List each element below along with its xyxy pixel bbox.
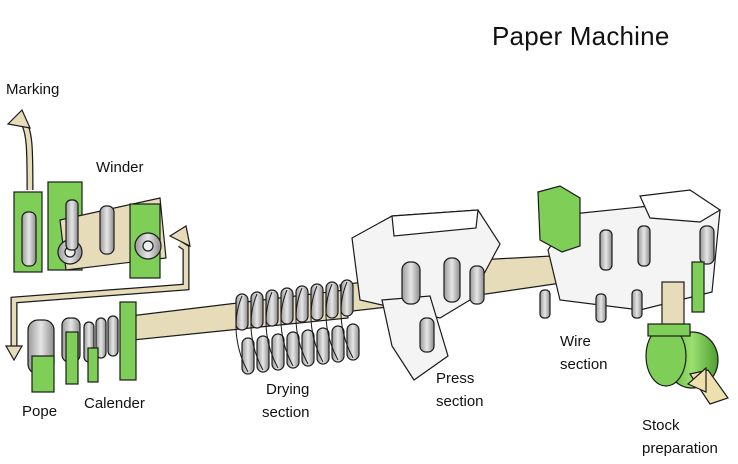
label-wire-line2: section [560,356,608,373]
calender-machine [65,301,137,385]
stock-preparation-machine [645,281,729,405]
label-stock-line1: Stock [642,417,680,434]
drying-felt [340,281,354,359]
winder-roll-2 [65,199,79,251]
wire-green-post [691,261,705,313]
press-roll-2 [443,257,461,303]
drying-cylinder-bottom [271,333,285,371]
drying-cylinder-top [265,289,279,327]
wire-section-machine [537,185,722,323]
label-press-line1: Press [436,370,475,387]
pope-green-frame [31,355,55,393]
wire-roll-1 [599,229,613,271]
web-return [11,242,189,350]
drying-cylinder-bottom [256,335,270,373]
label-calender: Calender [84,395,145,412]
drying-cylinder-bottom [241,337,255,375]
press-roll-3 [469,265,485,305]
drying-cylinder-top [340,279,354,317]
press-section-machine [351,209,501,381]
marking-arrow-icon [6,108,34,191]
press-roll-1 [401,261,421,305]
pope-arrow-icon [4,345,24,362]
wire-roll-3 [699,225,715,265]
drying-felt [250,293,264,371]
winder-roll [21,211,37,267]
wire-roll-2 [637,225,651,267]
label-wire-line1: Wire [560,333,591,350]
label-drying-line1: Drying [266,381,310,398]
drying-felt [295,287,309,365]
drying-cylinder-top [325,281,339,319]
drying-cylinder-bottom [346,323,360,361]
drying-felt [280,289,294,367]
drying-cylinder-top [310,283,324,321]
drying-cylinder-bottom [301,329,315,367]
drying-felt [310,285,324,363]
drying-felt [235,295,249,373]
label-winder: Winder [96,159,144,176]
winder-arrow-icon [168,225,191,248]
drying-section [235,279,360,375]
drying-felt [265,291,279,369]
press-frame-bottom [381,295,449,381]
winder-machine [13,181,167,279]
label-press-line2: section [436,393,484,410]
drying-cylinder-top [280,287,294,325]
calender-green-frame [119,301,137,381]
drying-cylinder-top [295,285,309,323]
diagram-title: Paper Machine [492,21,670,51]
drying-cylinder-top [250,291,264,329]
label-drying-line2: section [262,404,310,421]
drying-cylinder-bottom [331,325,345,363]
label-pope: Pope [22,403,58,420]
winder-roll-3 [99,205,115,255]
label-marking: Marking [6,81,60,98]
drying-felt [325,283,339,361]
drying-cylinder-top [235,293,249,331]
drying-cylinder-bottom [316,327,330,365]
label-stock-line2: preparation [642,440,718,457]
wire-green-headbox [537,185,581,253]
drying-cylinder-bottom [286,331,300,369]
